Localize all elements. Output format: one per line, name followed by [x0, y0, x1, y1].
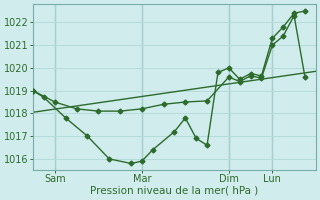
X-axis label: Pression niveau de la mer( hPa ): Pression niveau de la mer( hPa ): [90, 186, 259, 196]
